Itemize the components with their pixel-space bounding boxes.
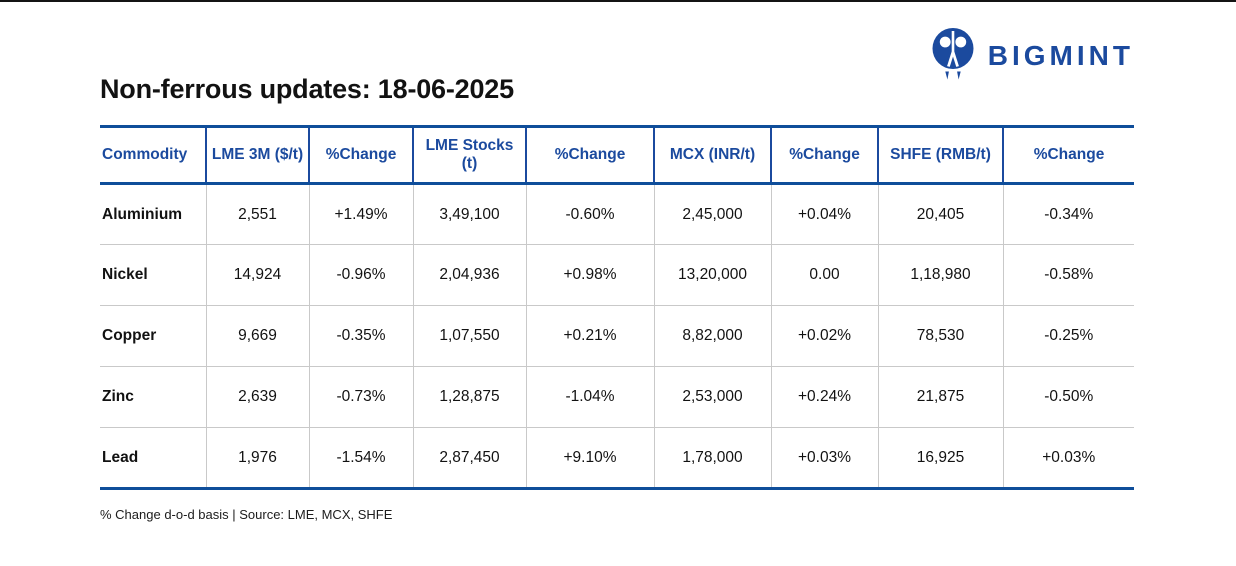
mcx-value: 2,53,000 [653,366,771,428]
table-row-zinc: Zinc 2,639 -0.73% 1,28,875 -1.04% 2,53,0… [100,366,1134,428]
lme-stocks-change: -0.60% [525,183,654,245]
lme-3m-value: 14,924 [205,244,309,306]
table-row-lead: Lead 1,976 -1.54% 2,87,450 +9.10% 1,78,0… [100,427,1134,489]
mcx-value: 1,78,000 [653,427,771,489]
lme-stocks-change: +0.21% [525,305,654,367]
table-row-nickel: Nickel 14,924 -0.96% 2,04,936 +0.98% 13,… [100,244,1134,306]
brand-name: BIGMINT [987,40,1134,71]
lme-stocks-value: 2,87,450 [412,427,526,489]
commodity-name: Copper [102,327,157,344]
col-header-shfe: SHFE (RMB/t) [877,126,1003,184]
shfe-change: -0.50% [1002,366,1134,428]
shfe-change: -0.58% [1002,244,1134,306]
lme-3m-change: -0.96% [308,244,413,306]
mcx-value: 13,20,000 [653,244,771,306]
shfe-change: -0.34% [1002,183,1134,245]
shfe-value: 20,405 [877,183,1003,245]
lme-3m-change: +1.49% [308,183,413,245]
col-header-shfe-change: %Change [1002,126,1134,184]
col-header-mcx-change: %Change [770,126,878,184]
bigmint-logo: BIGMINT [930,27,1134,81]
lme-stocks-value: 3,49,100 [412,183,526,245]
table-header-row: Commodity LME 3M ($/t) %Change LME Stock… [100,126,1134,184]
commodity-name: Lead [102,448,139,466]
lme-3m-value: 2,639 [205,366,309,428]
table-row-copper: Copper 9,669 -0.35% 1,07,550 +0.21% 8,82… [100,305,1134,367]
shfe-change: -0.25% [1002,305,1134,367]
mcx-change: +0.02% [770,305,878,367]
mcx-value: 8,82,000 [653,305,771,367]
bigmint-logo-icon [932,28,974,80]
mcx-change: +0.03% [770,427,878,489]
col-header-lme-3m-change: %Change [308,126,413,184]
lme-stocks-value: 2,04,936 [412,244,526,306]
commodity-name: Zinc [102,388,134,405]
shfe-change: +0.03% [1002,427,1134,489]
lme-3m-value: 2,551 [205,183,309,245]
lme-3m-change: -1.54% [308,427,413,489]
mcx-change: +0.24% [770,366,878,428]
commodity-name: Nickel [102,266,148,283]
lme-3m-value: 9,669 [205,305,309,367]
shfe-value: 1,18,980 [877,244,1003,306]
mcx-value: 2,45,000 [653,183,771,245]
lme-3m-change: -0.73% [308,366,413,428]
lme-stocks-value: 1,28,875 [412,366,526,428]
col-header-lme-stocks-change: %Change [525,126,654,184]
shfe-value: 16,925 [877,427,1003,489]
col-header-lme-stocks: LME Stocks (t) [412,126,526,184]
footnote: % Change d-o-d basis | Source: LME, MCX,… [100,507,393,522]
shfe-value: 78,530 [877,305,1003,367]
top-edge-rule [0,0,1236,2]
lme-3m-change: -0.35% [308,305,413,367]
page-title: Non-ferrous updates: 18-06-2025 [100,74,514,104]
col-header-lme-3m: LME 3M ($/t) [205,126,309,184]
mcx-change: 0.00 [770,244,878,306]
lme-stocks-change: -1.04% [525,366,654,428]
prices-table: Commodity LME 3M ($/t) %Change LME Stock… [100,125,1134,490]
shfe-value: 21,875 [877,366,1003,428]
col-header-commodity: Commodity [102,146,188,163]
mcx-change: +0.04% [770,183,878,245]
lme-stocks-change: +9.10% [525,427,654,489]
col-header-mcx: MCX (INR/t) [653,126,771,184]
commodity-name: Aluminium [102,205,183,223]
table-row-aluminium: Aluminium 2,551 +1.49% 3,49,100 -0.60% 2… [100,183,1134,245]
lme-stocks-change: +0.98% [525,244,654,306]
lme-3m-value: 1,976 [205,427,309,489]
lme-stocks-value: 1,07,550 [412,305,526,367]
